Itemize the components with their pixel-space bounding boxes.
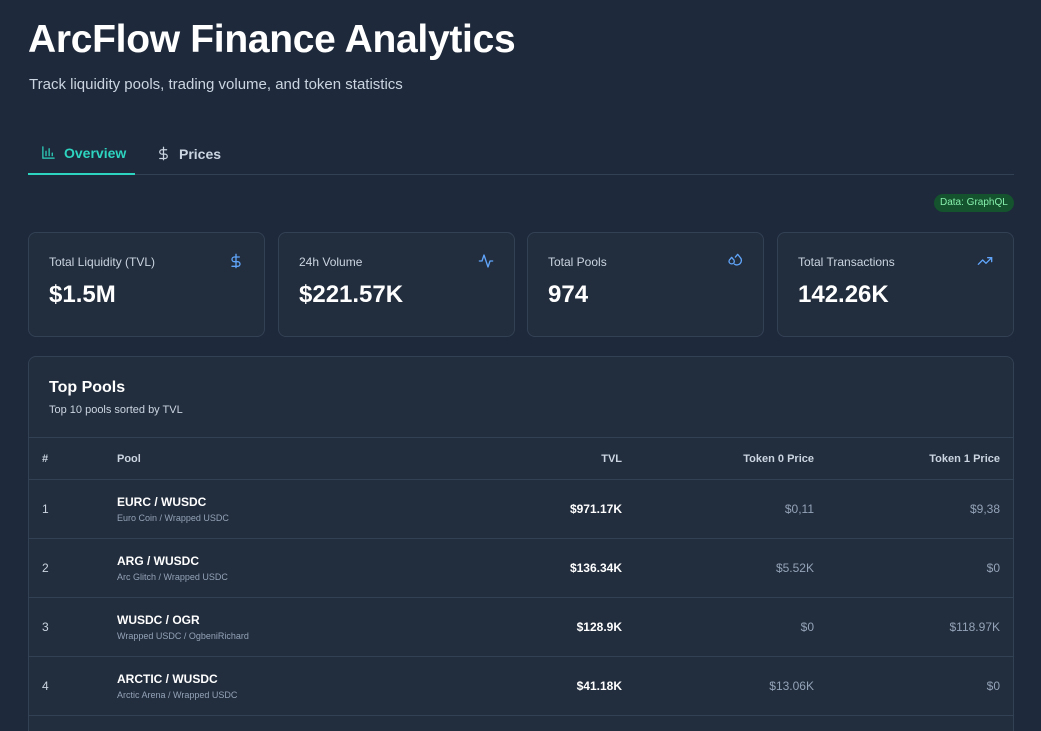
- page-subtitle: Track liquidity pools, trading volume, a…: [29, 76, 403, 93]
- stat-value: $221.57K: [299, 281, 404, 308]
- stat-label: 24h Volume: [299, 255, 363, 269]
- column-header-token1-price: Token 1 Price: [929, 453, 1000, 465]
- tab-overview[interactable]: Overview: [28, 132, 135, 175]
- pool-tvl: $136.34K: [569, 561, 622, 575]
- stat-card-transactions: Total Transactions 142.26K: [777, 232, 1014, 337]
- column-header-pool: Pool: [117, 453, 141, 465]
- bar-chart-icon: [41, 145, 56, 160]
- tab-prices-label: Prices: [179, 145, 222, 162]
- token0-price: $5.52K: [775, 561, 814, 575]
- activity-icon: [478, 253, 494, 274]
- top-pools-card: Top Pools Top 10 pools sorted by TVL # P…: [28, 356, 1014, 731]
- top-pools-subtitle: Top 10 pools sorted by TVL: [49, 404, 183, 416]
- column-header-tvl: TVL: [601, 453, 622, 465]
- stat-label: Total Liquidity (TVL): [49, 255, 156, 269]
- pool-tvl: $971.17K: [569, 502, 622, 516]
- stat-card-tvl: Total Liquidity (TVL) $1.5M: [28, 232, 265, 337]
- pool-token-names: Wrapped USDC / OgbeniRichard: [117, 631, 249, 641]
- row-rank: 2: [42, 561, 49, 575]
- pool-pair: ARCTIC / WUSDC: [117, 672, 218, 686]
- pool-pair: WUSDC / OGR: [117, 613, 200, 627]
- token0-price: $0: [800, 620, 814, 634]
- row-rank: 1: [42, 502, 49, 516]
- table-row[interactable]: 4 ARCTIC / WUSDC Arctic Arena / Wrapped …: [29, 657, 1013, 716]
- stat-card-pools: Total Pools 974: [527, 232, 764, 337]
- tab-prices[interactable]: Prices: [156, 132, 221, 175]
- table-header: # Pool TVL Token 0 Price Token 1 Price: [29, 437, 1013, 480]
- pool-token-names: Euro Coin / Wrapped USDC: [117, 513, 229, 523]
- tab-bar: Overview Prices: [28, 132, 1014, 175]
- pool-pair: EURC / WUSDC: [117, 495, 207, 509]
- data-source-badge: Data: GraphQL: [934, 194, 1014, 212]
- stat-value: 974: [548, 281, 589, 308]
- trending-up-icon: [977, 253, 993, 274]
- pool-pair: ARG / WUSDC: [117, 554, 199, 568]
- dollar-icon: [156, 146, 171, 161]
- table-row[interactable]: 2 ARG / WUSDC Arc Glitch / Wrapped USDC …: [29, 539, 1013, 598]
- token1-price: $118.97K: [949, 620, 1001, 634]
- table-row[interactable]: 1 EURC / WUSDC Euro Coin / Wrapped USDC …: [29, 480, 1013, 539]
- page-title: ArcFlow Finance Analytics: [28, 18, 516, 61]
- row-rank: 4: [42, 679, 49, 693]
- token1-price: $0: [986, 679, 1000, 693]
- stat-value: 142.26K: [798, 281, 889, 308]
- stat-label: Total Transactions: [798, 255, 895, 269]
- pool-token-names: Arc Glitch / Wrapped USDC: [117, 572, 228, 582]
- column-header-token0-price: Token 0 Price: [743, 453, 814, 465]
- stat-value: $1.5M: [49, 281, 116, 308]
- pool-token-names: Arctic Arena / Wrapped USDC: [117, 690, 238, 700]
- tab-overview-label: Overview: [64, 144, 127, 161]
- column-header-rank: #: [42, 453, 49, 465]
- token1-price: $0: [986, 561, 1000, 575]
- pool-tvl: $41.18K: [576, 679, 622, 693]
- table-row[interactable]: 3 WUSDC / OGR Wrapped USDC / OgbeniRicha…: [29, 598, 1013, 657]
- top-pools-title: Top Pools: [49, 379, 126, 396]
- stat-label: Total Pools: [548, 255, 607, 269]
- token1-price: $9,38: [969, 502, 1000, 516]
- token0-price: $0,11: [784, 502, 814, 516]
- dollar-icon: [228, 253, 244, 274]
- pool-tvl: $128.9K: [576, 620, 622, 634]
- droplets-icon: [727, 253, 743, 274]
- token0-price: $13.06K: [769, 679, 814, 693]
- stat-card-volume: 24h Volume $221.57K: [278, 232, 515, 337]
- row-rank: 3: [42, 620, 49, 634]
